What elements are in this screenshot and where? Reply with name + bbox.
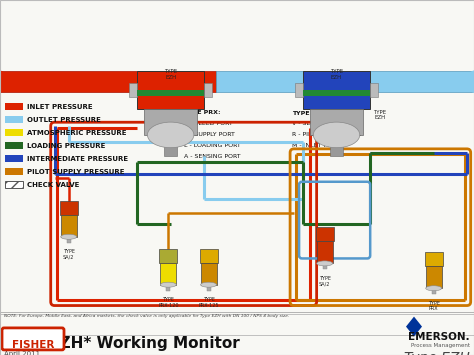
Bar: [310, 109, 363, 135]
Bar: [67, 237, 71, 243]
Text: TYPE
SA/2: TYPE SA/2: [63, 249, 75, 260]
Text: TYPE
EZH: TYPE EZH: [164, 69, 177, 80]
Bar: [5, 142, 23, 149]
Bar: [303, 71, 370, 109]
Polygon shape: [406, 317, 422, 337]
Bar: [295, 83, 303, 97]
Text: TYPE
EZH: TYPE EZH: [374, 110, 387, 120]
Text: S - BLEED PORT: S - BLEED PORT: [184, 121, 233, 126]
Bar: [5, 103, 23, 110]
Bar: [166, 285, 170, 291]
Text: TYPE
PRX-120: TYPE PRX-120: [158, 297, 179, 308]
Bar: [164, 143, 177, 156]
Text: OUTLET PRESSURE: OUTLET PRESSURE: [27, 116, 101, 122]
Bar: [60, 201, 78, 215]
Bar: [432, 288, 436, 294]
Text: CHECK VALVE: CHECK VALVE: [27, 181, 79, 187]
Bar: [5, 181, 23, 188]
Bar: [317, 241, 333, 263]
Ellipse shape: [61, 234, 77, 239]
Bar: [0, 71, 216, 92]
Text: TYPE
EZH: TYPE EZH: [155, 110, 169, 120]
FancyBboxPatch shape: [2, 328, 64, 350]
Text: TYPE
PRX-125: TYPE PRX-125: [198, 297, 219, 308]
Text: TYPE
PRX: TYPE PRX: [428, 301, 440, 311]
Text: PILOT SUPPLY PRESSURE: PILOT SUPPLY PRESSURE: [27, 169, 125, 175]
Text: R - PILOT SUPPLY PORT: R - PILOT SUPPLY PORT: [292, 132, 363, 137]
Bar: [129, 83, 137, 97]
Text: TYPE
SA/2: TYPE SA/2: [319, 276, 331, 286]
Text: Process Management: Process Management: [411, 343, 470, 348]
Bar: [137, 71, 204, 109]
Bar: [330, 143, 343, 156]
Ellipse shape: [317, 261, 333, 266]
Text: EMERSON.: EMERSON.: [409, 332, 470, 342]
Text: INTERMEDIATE PRESSURE: INTERMEDIATE PRESSURE: [27, 155, 128, 162]
Text: A - SENSING PORT: A - SENSING PORT: [184, 154, 241, 159]
Text: Type EZH* Working Monitor: Type EZH* Working Monitor: [4, 336, 240, 351]
Bar: [137, 90, 204, 96]
Bar: [159, 249, 177, 263]
Ellipse shape: [201, 282, 217, 287]
Bar: [5, 116, 23, 123]
Bar: [201, 263, 217, 285]
Text: April 2011: April 2011: [4, 351, 40, 355]
Bar: [200, 249, 218, 263]
Text: TYPE SA/2:: TYPE SA/2:: [292, 110, 330, 115]
Bar: [160, 263, 176, 285]
Bar: [426, 266, 442, 288]
Text: TYPE
EZH: TYPE EZH: [330, 69, 343, 80]
Text: L - LOADING PORT: L - LOADING PORT: [184, 143, 241, 148]
Text: ATMOSPHERIC PRESSURE: ATMOSPHERIC PRESSURE: [27, 130, 127, 136]
Text: INLET PRESSURE: INLET PRESSURE: [27, 104, 92, 109]
Polygon shape: [450, 71, 474, 92]
Text: V - SENSING PORT: V - SENSING PORT: [292, 121, 348, 126]
Text: M - INLET PORT: M - INLET PORT: [292, 143, 340, 148]
Ellipse shape: [147, 122, 194, 148]
Bar: [316, 228, 334, 241]
Ellipse shape: [313, 122, 360, 148]
Ellipse shape: [160, 282, 176, 287]
Bar: [5, 129, 23, 136]
Polygon shape: [0, 71, 24, 92]
Bar: [144, 109, 197, 135]
Ellipse shape: [426, 286, 442, 291]
Bar: [370, 83, 378, 97]
Bar: [323, 263, 327, 269]
Bar: [5, 168, 23, 175]
Text: TYPE PRX:: TYPE PRX:: [184, 110, 220, 115]
Bar: [216, 71, 474, 92]
Text: NOTE: For Europe, Middle East, and Africa markets, the check valve is only appli: NOTE: For Europe, Middle East, and Afric…: [4, 314, 289, 318]
Text: LOADING PRESSURE: LOADING PRESSURE: [27, 142, 105, 148]
Bar: [204, 83, 212, 97]
Bar: [207, 285, 210, 291]
Bar: [425, 252, 443, 266]
Bar: [303, 90, 370, 96]
Bar: [61, 215, 77, 237]
Text: FISHER: FISHER: [12, 340, 54, 350]
Text: B - SUPPLY PORT: B - SUPPLY PORT: [184, 132, 235, 137]
Bar: [5, 155, 23, 162]
Text: Type EZH: Type EZH: [404, 351, 470, 355]
